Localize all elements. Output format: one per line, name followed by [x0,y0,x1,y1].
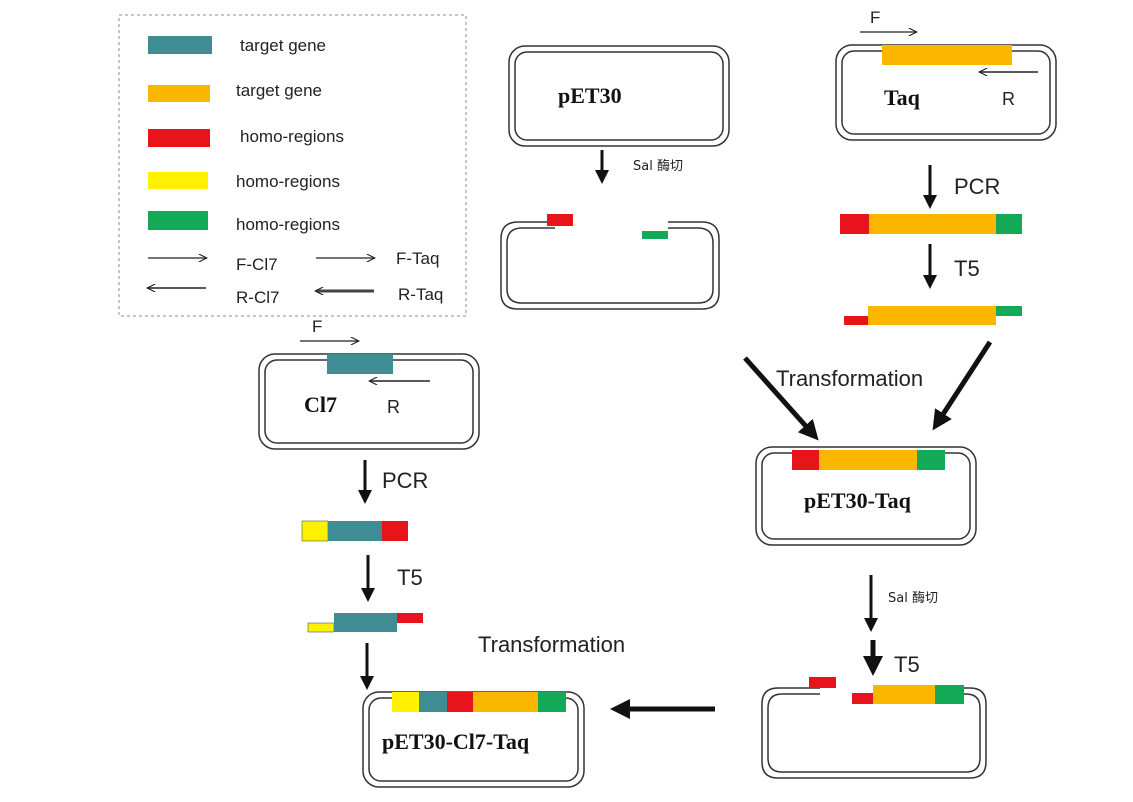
label-pcr-cl7: PCR [382,468,428,493]
label-t5-cl7: T5 [397,565,423,590]
taq-reverse-primer-label: R [1002,89,1015,109]
plasmid-cl7: F R Cl7 [258,317,480,450]
plasmid-pet30: pET30 [508,45,730,147]
legend-swatch-red [148,129,210,147]
legend-label-r-taq: R-Taq [398,285,443,304]
legend: target gene target gene homo-regions hom… [118,14,467,317]
legend-swatch-orange [148,85,210,102]
arrow-transform-from-insert [932,340,993,431]
linear2-green [935,685,964,704]
legend-label-green: homo-regions [236,215,340,234]
plasmid-taq: F R Taq [835,8,1057,141]
plasmid-pet30-taq: pET30-Taq [755,446,977,546]
legend-swatch-yellow [148,172,208,189]
label-pcr-taq: PCR [954,174,1000,199]
pcr-product-cl7 [301,520,408,542]
plasmid-label-pet30: pET30 [558,83,622,108]
legend-swatch-green [148,211,208,230]
legend-border [118,14,467,317]
label-t5-taq: T5 [954,256,980,281]
linear2-end-red [852,693,878,704]
pcr-product-taq [840,214,1022,234]
label-sal-digest-1: Sal 酶切 [633,158,683,174]
t5-product-cl7 [307,613,423,633]
plasmid-label-pet30-cl7-taq: pET30-Cl7-Taq [382,729,530,754]
plasmid-pet30-taq-linearized [761,677,987,779]
legend-label-f-cl7: F-Cl7 [236,255,278,274]
legend-label-r-cl7: R-Cl7 [236,288,279,307]
linear2-orange [873,685,935,704]
label-transformation-2: Transformation [478,632,625,657]
legend-label-f-taq: F-Taq [396,249,439,268]
legend-swatch-teal [148,36,212,54]
plasmid-pet30-linearized [500,214,720,310]
taq-insert-orange [882,45,1012,65]
cl7-insert-teal [327,354,393,374]
linear-end-red [547,214,573,226]
plasmid-pet30-cl7-taq: pET30-Cl7-Taq [362,691,585,788]
plasmid-label-pet30-taq: pET30-Taq [804,488,912,513]
t5-product-taq [844,306,1022,325]
legend-label-yellow: homo-regions [236,172,340,191]
label-transformation-1: Transformation [776,366,923,391]
label-sal-digest-2: Sal 酶切 [888,590,938,606]
linear-end-green [642,231,668,239]
label-t5-pet30-taq: T5 [894,652,920,677]
legend-label-red: homo-regions [240,127,344,146]
legend-label-teal: target gene [240,36,326,55]
cl7-reverse-primer-label: R [387,397,400,417]
linear2-end-red-top [809,677,836,688]
plasmid-label-cl7: Cl7 [304,392,337,417]
arrow-transform-from-vector [743,356,819,441]
legend-label-orange: target gene [236,81,322,100]
plasmid-label-taq: Taq [884,85,921,110]
taq-forward-primer-label: F [870,8,880,27]
cl7-forward-primer-label: F [312,317,322,336]
